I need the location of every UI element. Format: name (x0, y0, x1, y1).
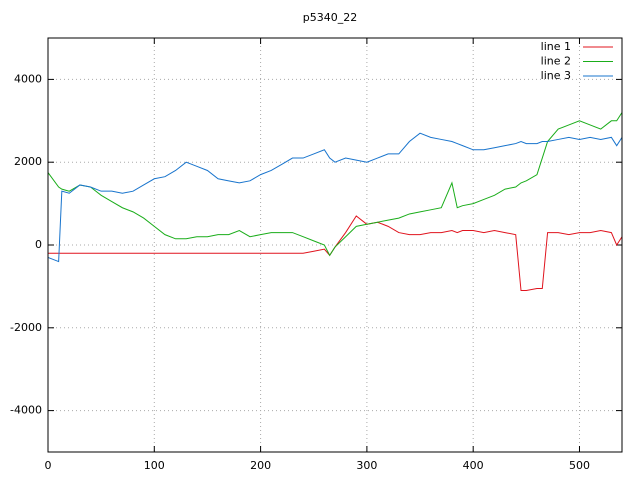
y-tick-label: -4000 (10, 404, 42, 417)
x-tick-label: 0 (45, 459, 52, 472)
x-tick-label: 400 (463, 459, 484, 472)
y-tick-label: 2000 (14, 155, 42, 168)
y-tick-label: -2000 (10, 321, 42, 334)
data-line (48, 215, 623, 292)
plot-lines (47, 112, 623, 292)
chart-title: p5340_22 (303, 11, 357, 24)
legend-label: line 1 (541, 40, 571, 53)
plot-frame (47, 37, 623, 453)
data-line (47, 112, 623, 257)
x-tick-label: 100 (144, 459, 165, 472)
y-tick-label: 4000 (14, 72, 42, 85)
x-tick-label: 300 (356, 459, 377, 472)
legend-label: line 3 (541, 69, 571, 82)
x-tick-label: 500 (569, 459, 590, 472)
x-tick-label: 200 (250, 459, 271, 472)
data-line (47, 132, 623, 263)
y-tick-label: 0 (35, 238, 42, 251)
legend-label: line 2 (541, 55, 571, 68)
